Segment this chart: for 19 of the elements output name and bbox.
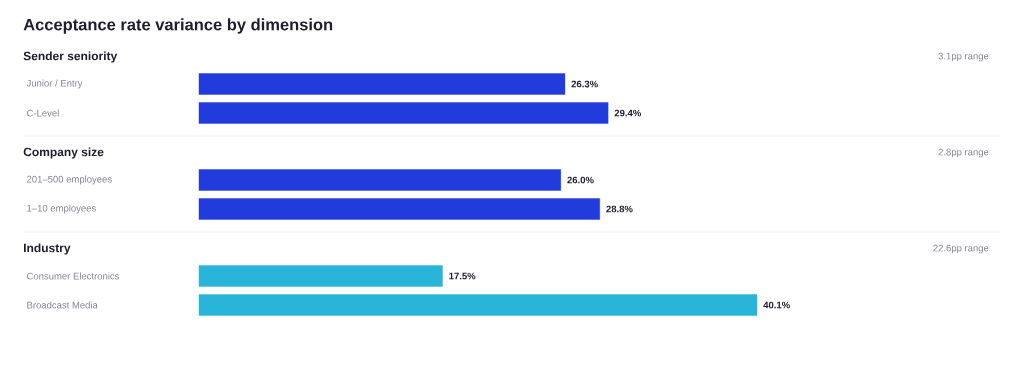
text: Industry <box>24 243 71 255</box>
text: 22.6pp range <box>933 244 989 254</box>
y-tick-label: Broadcast Media <box>27 301 98 309</box>
y-tick-label: 201–500 employees <box>27 175 112 185</box>
text: Company size <box>23 147 104 159</box>
data-label: 26.3% <box>571 80 598 88</box>
y-tick-label: Consumer Electronics <box>27 272 120 280</box>
y-tick-label: Junior / Entry <box>26 79 83 89</box>
text: 2.8pp range <box>938 148 989 158</box>
data-label: 29.4% <box>614 109 641 117</box>
data-label: 17.5% <box>449 272 476 280</box>
data-label: 26.0% <box>567 176 594 184</box>
y-tick-label: C-Level <box>27 109 59 117</box>
data-label: 28.8% <box>606 205 633 213</box>
text: 3.1pp range <box>938 52 989 62</box>
chart-title: Acceptance rate variance by dimension <box>23 18 333 34</box>
y-tick-label: 1–10 employees <box>27 204 96 214</box>
data-label: 40.1% <box>763 301 790 309</box>
text: Sender seniority <box>23 51 118 63</box>
